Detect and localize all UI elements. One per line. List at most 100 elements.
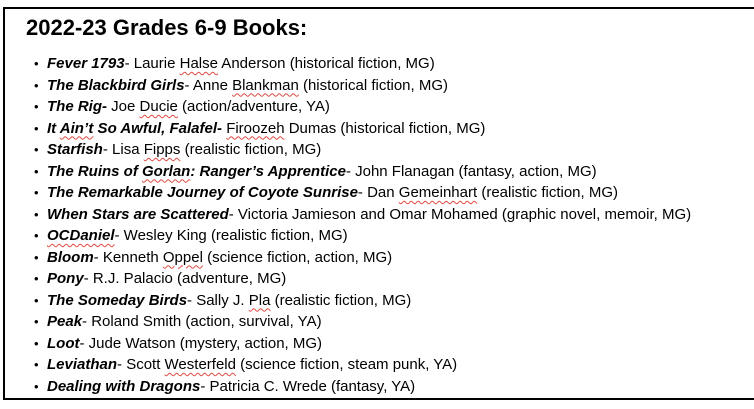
list-item: • The Someday Birds- Sally J. Pla (realis… [26, 290, 748, 312]
book-title-misspelled: Gorlan [142, 162, 191, 180]
bullet-icon: • [34, 357, 39, 372]
book-list: • Fever 1793- Laurie Halse Anderson (hist… [26, 53, 748, 397]
book-entry-text: OCDaniel- Wesley King (realistic fiction… [47, 225, 348, 247]
misspelled-word: Fipps [143, 141, 181, 158]
list-item: • Loot- Jude Watson (mystery, action, MG) [26, 333, 748, 355]
list-item: • Dealing with Dragons- Patricia C. Wrede… [26, 376, 748, 398]
book-entry-text: The Remarkable Journey of Coyote Sunrise… [47, 182, 618, 204]
slide-frame: 2022-23 Grades 6-9 Books: • Fever 1793- L… [3, 7, 754, 400]
book-author-genre-text: - Laurie [124, 55, 180, 72]
book-title: Leviathan [47, 356, 118, 373]
book-author-genre-text: (realistic fiction, MG) [180, 141, 322, 158]
book-author-genre-text: - Kenneth [93, 248, 163, 266]
list-item: • Starfish- Lisa Fipps (realistic fiction… [26, 139, 748, 161]
book-title: Dealing with Dragons [47, 377, 201, 395]
bullet-icon: • [34, 314, 39, 329]
book-title-misspelled: OCDaniel [47, 227, 115, 244]
page-title: 2022-23 Grades 6-9 Books: [26, 15, 308, 40]
book-entry-text: Starfish- Lisa Fipps (realistic fiction,… [47, 139, 321, 161]
list-item: • Fever 1793- Laurie Halse Anderson (hist… [26, 53, 748, 75]
book-author-genre-text: (historical fiction, MG) [298, 76, 448, 94]
list-item: • The Ruins of Gorlan: Ranger’s Apprentic… [26, 161, 748, 183]
misspelled-word: Oppel [162, 248, 203, 266]
book-author-genre-text: Joe [107, 98, 140, 115]
book-author-genre-text: (science fiction, steam punk, YA) [235, 356, 458, 373]
list-item: • The Remarkable Journey of Coyote Sunris… [26, 182, 748, 204]
list-item: • OCDaniel- Wesley King (realistic fictio… [26, 225, 748, 247]
bullet-icon: • [34, 206, 39, 222]
misspelled-word: Gemeinhart [398, 184, 478, 201]
book-author-genre-text: - Anne [184, 76, 233, 94]
bullet-icon: • [34, 185, 39, 200]
book-title: It [47, 119, 60, 137]
list-item: • The Blackbird Girls- Anne Blankman (his… [26, 75, 748, 97]
bullet-icon: • [34, 228, 39, 243]
book-entry-text: Loot- Jude Watson (mystery, action, MG) [47, 333, 322, 355]
bullet-icon: • [34, 378, 39, 394]
book-author-genre-text: - Lisa [102, 141, 144, 158]
book-author-genre-text: - Wesley King (realistic fiction, MG) [114, 227, 348, 244]
book-entry-text: It Ain’t So Awful, Falafel- Firoozeh Dum… [47, 118, 485, 140]
book-title: The Remarkable Journey of Coyote Sunrise [47, 184, 358, 201]
list-item: • Leviathan- Scott Westerfeld (science fi… [26, 354, 748, 376]
book-author-genre-text: - Jude Watson (mystery, action, MG) [79, 334, 323, 352]
book-author-genre-text: - Roland Smith (action, survival, YA) [82, 313, 322, 330]
book-author-genre-text: (realistic fiction, MG) [477, 184, 619, 201]
book-entry-text: The Blackbird Girls- Anne Blankman (hist… [47, 75, 448, 97]
misspelled-word: Pla [248, 291, 271, 309]
list-item: • When Stars are Scattered- Victoria Jami… [26, 204, 748, 226]
book-title: The Someday Birds [47, 291, 188, 309]
book-title: The Blackbird Girls [47, 76, 185, 94]
bullet-icon: • [34, 120, 39, 136]
book-author-genre-text: - Victoria Jamieson and Omar Mohamed (gr… [228, 205, 692, 223]
book-title: When Stars are Scattered [47, 205, 229, 223]
bullet-icon: • [34, 271, 39, 286]
book-entry-text: Pony- R.J. Palacio (adventure, MG) [47, 268, 286, 290]
book-author-genre-text: - R.J. Palacio (adventure, MG) [83, 270, 287, 287]
misspelled-word: Ducie [139, 98, 178, 115]
book-title: : Ranger’s Apprentice [190, 162, 346, 180]
list-item: • It Ain’t So Awful, Falafel- Firoozeh Du… [26, 118, 748, 140]
book-title: The Rig- [47, 98, 107, 115]
bullet-icon: • [34, 56, 39, 71]
list-item: • Bloom- Kenneth Oppel (science fiction, … [26, 247, 748, 269]
book-title-misspelled: Ain’t [59, 119, 94, 137]
book-entry-text: The Ruins of Gorlan: Ranger’s Apprentice… [47, 161, 597, 183]
book-title: The Ruins of [47, 162, 142, 180]
bullet-icon: • [34, 77, 39, 93]
bullet-icon: • [34, 142, 39, 157]
book-author-genre-text: - John Flanagan (fantasy, action, MG) [345, 162, 597, 180]
book-author-genre-text: Anderson (historical fiction, MG) [217, 55, 435, 72]
book-entry-text: Fever 1793- Laurie Halse Anderson (histo… [47, 53, 435, 75]
book-title: Fever 1793 [47, 55, 125, 72]
book-entry-text: Peak- Roland Smith (action, survival, YA… [47, 311, 322, 333]
bullet-icon: • [34, 99, 39, 114]
book-entry-text: Bloom- Kenneth Oppel (science fiction, a… [47, 247, 392, 269]
book-entry-text: The Rig- Joe Ducie (action/adventure, YA… [47, 96, 330, 118]
book-entry-text: When Stars are Scattered- Victoria Jamie… [47, 204, 691, 226]
book-title: Starfish [47, 141, 103, 158]
bullet-icon: • [34, 292, 39, 308]
book-title: So Awful, Falafel- [93, 119, 223, 137]
misspelled-word: Blankman [232, 76, 299, 94]
book-author-genre-text: (realistic fiction, MG) [270, 291, 412, 309]
misspelled-word: Firoozeh [226, 119, 285, 137]
book-author-genre-text: - Dan [357, 184, 399, 201]
slide-content: 2022-23 Grades 6-9 Books: • Fever 1793- L… [5, 9, 754, 397]
book-entry-text: The Someday Birds- Sally J. Pla (realist… [47, 290, 411, 312]
book-title: Pony [47, 270, 84, 287]
book-author-genre-text: - Scott [117, 356, 165, 373]
book-author-genre-text: Dumas (historical fiction, MG) [284, 119, 486, 137]
bullet-icon: • [34, 335, 39, 351]
book-title: Peak [47, 313, 83, 330]
misspelled-word: Halse [179, 55, 218, 72]
list-item: • Peak- Roland Smith (action, survival, Y… [26, 311, 748, 333]
book-author-genre-text: - Patricia C. Wrede (fantasy, YA) [200, 377, 416, 395]
book-author-genre-text: (action/adventure, YA) [177, 98, 330, 115]
book-entry-text: Leviathan- Scott Westerfeld (science fic… [47, 354, 457, 376]
book-author-genre-text: (science fiction, action, MG) [202, 248, 393, 266]
book-title: Loot [47, 334, 80, 352]
bullet-icon: • [34, 249, 39, 265]
book-author-genre-text: - Sally J. [187, 291, 249, 309]
list-item: • The Rig- Joe Ducie (action/adventure, Y… [26, 96, 748, 118]
